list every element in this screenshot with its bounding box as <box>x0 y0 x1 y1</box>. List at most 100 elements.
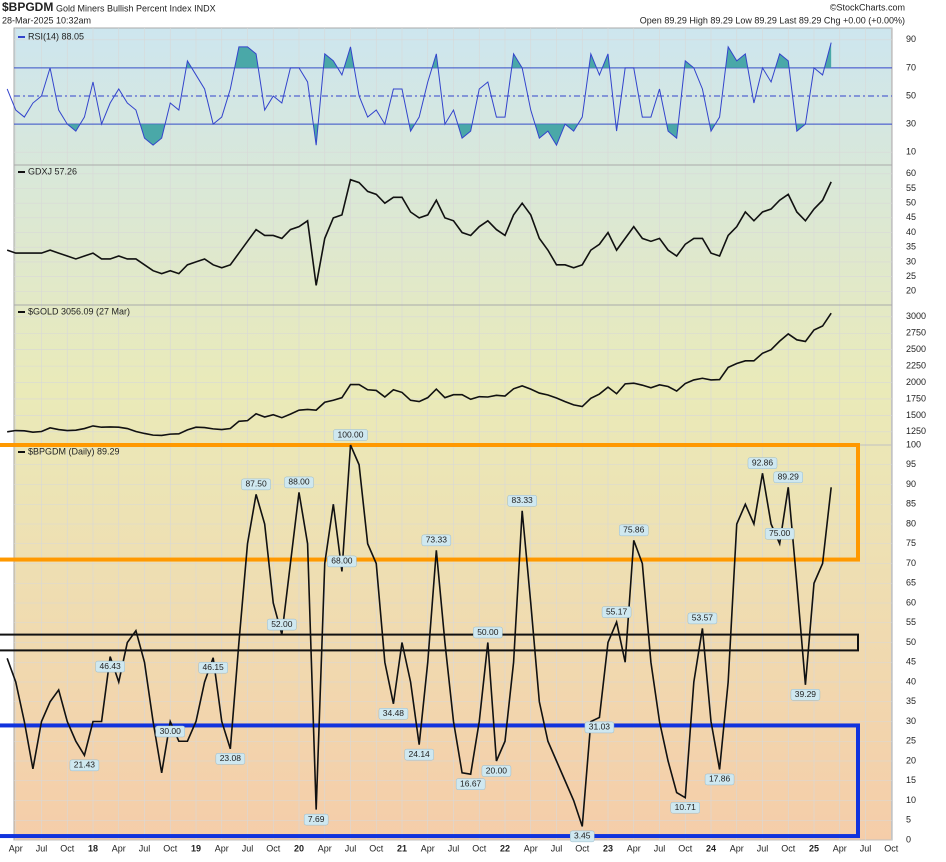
annotation-box <box>404 748 434 761</box>
y-tick-label: 75 <box>906 538 916 548</box>
x-tick-label: 19 <box>191 843 201 853</box>
x-tick-label: Apr <box>421 843 435 853</box>
y-tick-label: 2500 <box>906 344 926 354</box>
y-tick-label: 60 <box>906 597 916 607</box>
y-tick-label: 90 <box>906 479 916 489</box>
y-tick-label: 45 <box>906 212 916 222</box>
x-tick-label: Jul <box>757 843 769 853</box>
y-tick-label: 1750 <box>906 393 926 403</box>
x-tick-label: Apr <box>524 843 538 853</box>
annotation-label: 75.86 <box>623 525 645 535</box>
y-tick-label: 50 <box>906 637 916 647</box>
x-tick-label: 24 <box>706 843 716 853</box>
y-tick-label: 55 <box>906 183 916 193</box>
annotation-label: 100.00 <box>338 429 364 439</box>
annotation-label: 92.86 <box>752 457 774 467</box>
legend-label: $GOLD 3056.09 (27 Mar) <box>28 306 130 316</box>
annotation-box <box>69 759 100 772</box>
x-tick-label: Jul <box>551 843 563 853</box>
x-tick-label: 22 <box>500 843 510 853</box>
annotation-label: 52.00 <box>271 619 293 629</box>
x-tick-label: 25 <box>809 843 819 853</box>
annotation-box <box>747 457 778 469</box>
x-tick-label: Apr <box>318 843 332 853</box>
annotation-label: 21.43 <box>74 760 96 770</box>
y-tick-label: 70 <box>906 62 916 72</box>
symbol: $BPGDM <box>2 0 53 14</box>
y-tick-label: 25 <box>906 736 916 746</box>
y-tick-label: 55 <box>906 617 916 627</box>
annotation-box <box>267 618 297 631</box>
x-tick-label: Apr <box>627 843 641 853</box>
x-tick-label: Oct <box>60 843 75 853</box>
x-tick-label: Jul <box>345 843 357 853</box>
annotation-box <box>584 721 615 734</box>
annotation-label: 83.33 <box>512 495 534 505</box>
annotation-label: 3.45 <box>574 831 591 841</box>
annotation-box <box>773 471 803 484</box>
x-tick-label: Oct <box>781 843 796 853</box>
zone-box <box>0 633 859 652</box>
annotation-label: 46.43 <box>100 661 122 671</box>
x-tick-label: Oct <box>266 843 281 853</box>
y-tick-label: 60 <box>906 168 916 178</box>
y-tick-label: 0 <box>906 834 911 844</box>
annotation-label: 73.33 <box>426 535 448 545</box>
annotation-box <box>327 555 357 568</box>
y-tick-label: 95 <box>906 459 916 469</box>
x-tick-label: Jul <box>654 843 666 853</box>
annotation-box <box>215 753 246 765</box>
zone-box <box>0 723 860 839</box>
annotation-label: 55.17 <box>606 606 628 616</box>
y-tick-label: 100 <box>906 439 921 449</box>
x-tick-label: Oct <box>678 843 693 853</box>
legend-label: GDXJ 57.26 <box>28 166 77 176</box>
annotation-box <box>421 534 452 547</box>
x-tick-label: 20 <box>294 843 304 853</box>
annotation-label: 53.57 <box>692 613 714 623</box>
x-tick-label: Apr <box>215 843 229 853</box>
y-tick-label: 30 <box>906 256 916 266</box>
annotation-label: 31.03 <box>589 722 611 732</box>
annotation-box <box>284 476 314 489</box>
x-tick-label: 23 <box>603 843 613 853</box>
annotation-box <box>481 765 512 777</box>
annotation-box <box>241 478 271 491</box>
x-tick-label: Jul <box>860 843 872 853</box>
x-tick-label: Apr <box>9 843 23 853</box>
y-tick-label: 2750 <box>906 328 926 338</box>
y-tick-label: 50 <box>906 198 916 208</box>
y-tick-label: 1500 <box>906 410 926 420</box>
series-line <box>6 178 832 286</box>
annotation-box <box>687 612 718 625</box>
y-tick-label: 40 <box>906 676 916 686</box>
y-tick-label: 15 <box>906 775 916 785</box>
x-tick-label: 18 <box>88 843 98 853</box>
series-line <box>6 444 832 827</box>
annotation-label: 39.29 <box>795 689 817 699</box>
series-line <box>6 42 832 147</box>
annotation-box <box>333 429 368 441</box>
annotation-label: 89.29 <box>778 472 800 482</box>
annotation-box <box>670 801 700 814</box>
annotation-label: 30.00 <box>160 726 182 736</box>
annotation-label: 87.50 <box>245 479 267 489</box>
y-tick-label: 50 <box>906 90 916 100</box>
annotation-label: 16.67 <box>460 778 482 788</box>
x-tick-label: Jul <box>36 843 48 853</box>
x-tick-label: Apr <box>833 843 847 853</box>
y-tick-label: 20 <box>906 755 916 765</box>
annotation-label: 24.14 <box>409 749 431 759</box>
quote: Open 89.29 High 89.29 Low 89.29 Last 89.… <box>640 15 905 25</box>
y-tick-label: 45 <box>906 657 916 667</box>
x-tick-label: Jul <box>139 843 151 853</box>
y-tick-label: 2250 <box>906 360 926 370</box>
y-tick-label: 90 <box>906 34 916 44</box>
y-tick-label: 40 <box>906 227 916 237</box>
y-tick-label: 30 <box>906 716 916 726</box>
y-tick-label: 1250 <box>906 426 926 436</box>
annotation-box <box>473 626 503 639</box>
annotation-box <box>619 524 649 537</box>
source: ©StockCharts.com <box>830 2 905 12</box>
